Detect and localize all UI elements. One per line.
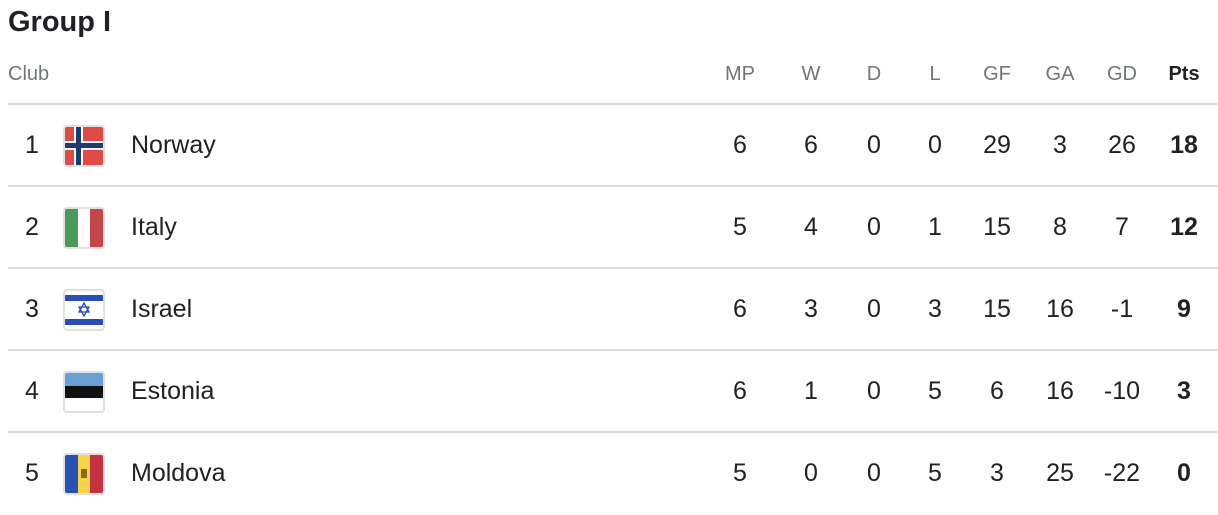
stat-d: 0 bbox=[867, 131, 881, 159]
stat-mp: 5 bbox=[733, 459, 747, 487]
stat-pts: 12 bbox=[1170, 213, 1198, 241]
header-pts: Pts bbox=[1168, 63, 1200, 85]
stat-l: 1 bbox=[928, 213, 942, 241]
stat-ga: 8 bbox=[1053, 213, 1067, 241]
header-club: Club bbox=[8, 63, 50, 85]
stat-pts: 3 bbox=[1177, 377, 1191, 405]
stat-pts: 0 bbox=[1177, 459, 1191, 487]
table-row[interactable]: 2 Italy 5 4 0 1 15 8 7 12 bbox=[8, 185, 1218, 269]
stat-w: 1 bbox=[804, 377, 818, 405]
stat-d: 0 bbox=[867, 377, 881, 405]
stat-mp: 5 bbox=[733, 213, 747, 241]
header-w: W bbox=[801, 63, 821, 85]
stat-d: 0 bbox=[867, 459, 881, 487]
table-row[interactable]: 3 Israel 6 3 0 3 15 16 -1 9 bbox=[8, 267, 1218, 351]
stat-l: 5 bbox=[928, 459, 942, 487]
stat-ga: 25 bbox=[1046, 459, 1074, 487]
table-row[interactable]: 5 Moldova 5 0 0 5 3 25 -22 0 bbox=[8, 431, 1218, 515]
rank: 3 bbox=[25, 295, 39, 323]
stat-w: 3 bbox=[804, 295, 818, 323]
norway-flag-icon bbox=[63, 125, 105, 167]
rank: 5 bbox=[25, 459, 39, 487]
stat-pts: 18 bbox=[1170, 131, 1198, 159]
header-gd: GD bbox=[1107, 63, 1137, 85]
stat-gd: -22 bbox=[1103, 459, 1141, 487]
italy-flag-icon bbox=[63, 207, 105, 249]
header-d: D bbox=[866, 63, 882, 85]
stat-ga: 3 bbox=[1053, 131, 1067, 159]
team-name[interactable]: Israel bbox=[131, 295, 193, 323]
stat-gf: 29 bbox=[983, 131, 1011, 159]
table-row[interactable]: 1 Norway 6 6 0 0 29 3 26 18 bbox=[8, 103, 1218, 187]
header-ga: GA bbox=[1045, 63, 1075, 85]
stat-mp: 6 bbox=[733, 131, 747, 159]
table-row[interactable]: 4 Estonia 6 1 0 5 6 16 -10 3 bbox=[8, 349, 1218, 433]
moldova-flag-icon bbox=[63, 453, 105, 495]
stat-gf: 6 bbox=[990, 377, 1004, 405]
header-l: L bbox=[929, 63, 941, 85]
stat-pts: 9 bbox=[1177, 295, 1191, 323]
stat-ga: 16 bbox=[1046, 377, 1074, 405]
stat-w: 0 bbox=[804, 459, 818, 487]
header-mp: MP bbox=[725, 63, 755, 85]
estonia-flag-icon bbox=[63, 371, 105, 413]
team-name[interactable]: Estonia bbox=[131, 377, 215, 405]
team-name[interactable]: Italy bbox=[131, 213, 177, 241]
header-gf: GF bbox=[983, 63, 1011, 85]
stat-gf: 15 bbox=[983, 213, 1011, 241]
stat-l: 3 bbox=[928, 295, 942, 323]
stat-w: 4 bbox=[804, 213, 818, 241]
team-name[interactable]: Norway bbox=[131, 131, 216, 159]
stat-d: 0 bbox=[867, 213, 881, 241]
stat-mp: 6 bbox=[733, 295, 747, 323]
stat-gf: 15 bbox=[983, 295, 1011, 323]
rank: 4 bbox=[25, 377, 39, 405]
stat-ga: 16 bbox=[1046, 295, 1074, 323]
group-title: Group I bbox=[8, 6, 112, 38]
team-name[interactable]: Moldova bbox=[131, 459, 226, 487]
stat-l: 0 bbox=[928, 131, 942, 159]
stat-gd: -1 bbox=[1110, 295, 1134, 323]
stat-gf: 3 bbox=[990, 459, 1004, 487]
stat-gd: -10 bbox=[1103, 377, 1141, 405]
stat-w: 6 bbox=[804, 131, 818, 159]
rank: 2 bbox=[25, 213, 39, 241]
stat-gd: 7 bbox=[1115, 213, 1129, 241]
stat-gd: 26 bbox=[1108, 131, 1136, 159]
stat-l: 5 bbox=[928, 377, 942, 405]
israel-flag-icon bbox=[63, 289, 105, 331]
rank: 1 bbox=[25, 131, 39, 159]
stat-mp: 6 bbox=[733, 377, 747, 405]
stat-d: 0 bbox=[867, 295, 881, 323]
